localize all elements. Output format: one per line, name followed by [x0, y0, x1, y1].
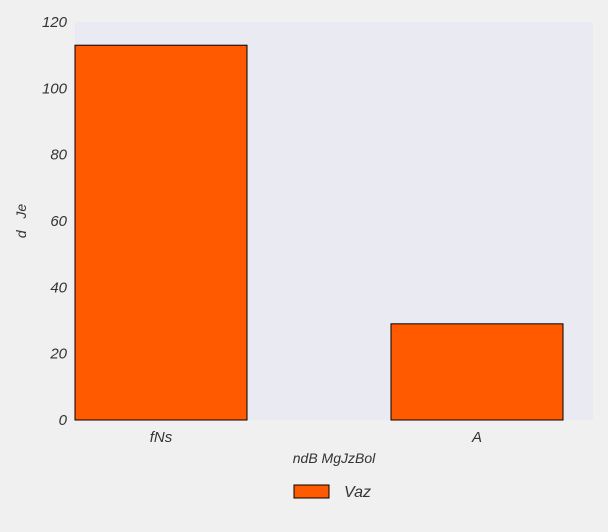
y-tick-label-100: 100 [42, 80, 68, 97]
bars-group [74, 44, 564, 421]
legend-swatch [293, 484, 330, 499]
y-tick-label-40: 40 [50, 279, 67, 296]
x-tick-labels: fNs A [150, 429, 482, 446]
bar-A [390, 323, 564, 421]
legend: Vaz [293, 484, 371, 501]
y-tick-label-60: 60 [50, 213, 67, 230]
y-tick-label-20: 20 [49, 346, 67, 363]
x-tick-label-fNs: fNs [150, 429, 173, 446]
x-axis-label: ndB MgJzBol [293, 450, 376, 466]
y-tick-label-120: 120 [42, 14, 68, 31]
y-tick-label-80: 80 [50, 147, 67, 164]
bar-fNs [74, 44, 248, 421]
x-tick-label-A: A [471, 429, 482, 446]
y-tick-label-0: 0 [59, 412, 68, 429]
y-axis-label: d Je [13, 204, 29, 238]
y-tick-labels: 0 20 40 60 80 100 120 [42, 14, 68, 429]
legend-label-vaz: Vaz [344, 484, 371, 501]
